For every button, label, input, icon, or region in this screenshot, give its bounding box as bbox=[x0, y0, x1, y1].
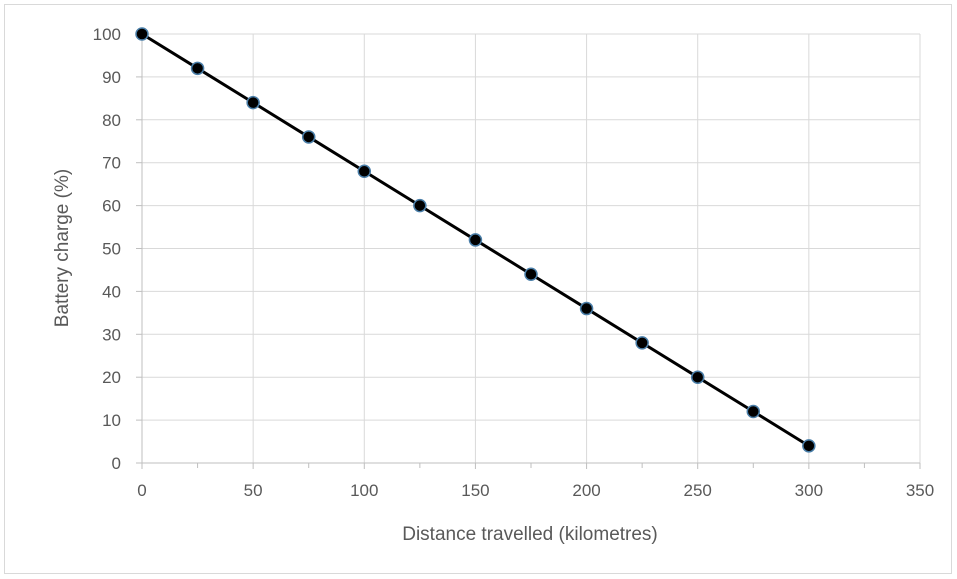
data-point bbox=[635, 336, 649, 350]
y-tick-label: 50 bbox=[102, 240, 121, 259]
data-point bbox=[690, 370, 705, 384]
axes bbox=[136, 33, 921, 469]
y-tick-label: 100 bbox=[93, 25, 121, 44]
y-tick-label: 70 bbox=[102, 154, 121, 173]
data-point bbox=[357, 164, 372, 179]
data-point bbox=[802, 439, 816, 453]
tick-labels: 0 50 100 150 200 250 300 350 0 10 20 30 40 50 60 70 80 90… bbox=[93, 25, 935, 500]
y-tick-label: 20 bbox=[102, 368, 121, 387]
x-tick-label: 100 bbox=[350, 481, 378, 500]
data-point bbox=[468, 233, 483, 247]
chart-frame bbox=[4, 4, 952, 574]
x-tick-label: 0 bbox=[137, 481, 146, 500]
y-tick-label: 60 bbox=[102, 197, 121, 216]
y-tick-label: 10 bbox=[102, 411, 121, 430]
x-tick-label: 300 bbox=[795, 481, 823, 500]
data-point bbox=[524, 267, 538, 281]
y-axis-title: Battery charge (%) bbox=[52, 169, 73, 327]
x-tick-label: 250 bbox=[684, 481, 712, 500]
x-tick-label: 50 bbox=[244, 481, 263, 500]
data-point bbox=[246, 95, 260, 110]
x-tick-label: 350 bbox=[906, 481, 934, 500]
data-series bbox=[135, 27, 816, 453]
data-point bbox=[301, 130, 316, 144]
y-tick-label: 40 bbox=[102, 282, 121, 301]
y-tick-label: 90 bbox=[102, 68, 121, 87]
y-tick-label: 0 bbox=[112, 454, 121, 473]
x-tick-label: 150 bbox=[461, 481, 489, 500]
data-point bbox=[135, 27, 149, 41]
x-axis-title: Distance travelled (kilometres) bbox=[402, 524, 658, 545]
data-point bbox=[413, 198, 427, 213]
data-point bbox=[746, 404, 761, 419]
y-tick-label: 30 bbox=[102, 325, 121, 344]
data-point bbox=[579, 301, 594, 316]
grid-lines bbox=[142, 33, 921, 463]
x-tick-label: 200 bbox=[572, 481, 600, 500]
data-point bbox=[190, 61, 205, 76]
y-tick-label: 80 bbox=[102, 111, 121, 130]
